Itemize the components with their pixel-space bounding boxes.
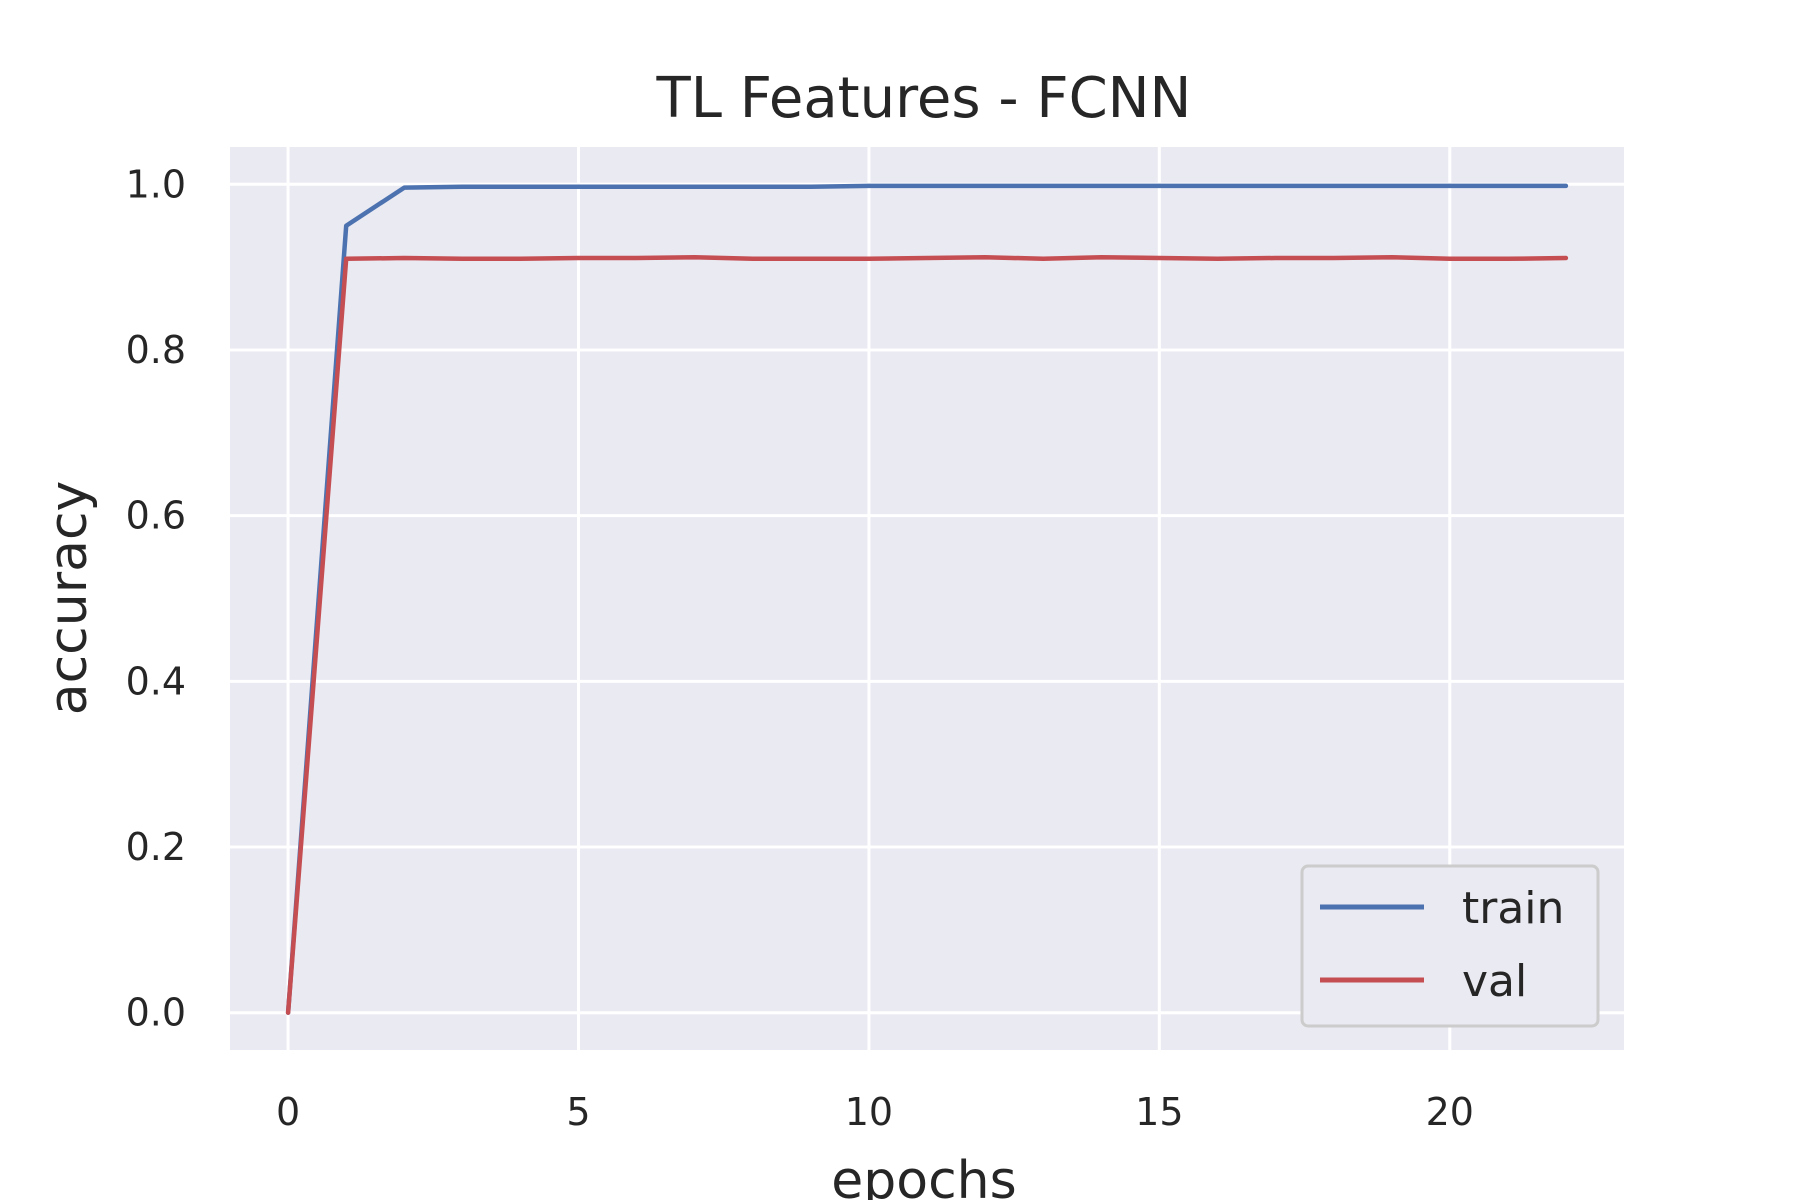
- series-line-train: [285, 183, 1569, 1015]
- series-lines: [285, 183, 1569, 1015]
- legend-label-train: train: [1462, 883, 1564, 934]
- x-tick-label: 0: [276, 1090, 300, 1134]
- y-tick-label: 0.2: [126, 825, 186, 869]
- legend-label-val: val: [1462, 956, 1527, 1007]
- tick-labels: 0 5 10 15 20 0.0 0.2 0.4 0.6 0.8 1.0: [126, 162, 1474, 1134]
- x-tick-label: 10: [845, 1090, 893, 1134]
- y-tick-label: 0.8: [126, 328, 186, 372]
- series-line-val: [285, 254, 1569, 1015]
- y-axis-title: accuracy: [39, 481, 99, 716]
- y-tick-label: 1.0: [126, 162, 186, 206]
- x-axis-title: epochs: [831, 1151, 1016, 1200]
- x-tick-label: 20: [1426, 1090, 1474, 1134]
- y-tick-label: 0.6: [126, 494, 186, 538]
- x-tick-label: 5: [566, 1090, 590, 1134]
- y-tick-label: 0.0: [126, 991, 186, 1035]
- y-tick-label: 0.4: [126, 659, 186, 703]
- legend: train val: [1300, 864, 1600, 1028]
- chart-title: TL Features - FCNN: [656, 66, 1192, 131]
- x-tick-label: 15: [1135, 1090, 1183, 1134]
